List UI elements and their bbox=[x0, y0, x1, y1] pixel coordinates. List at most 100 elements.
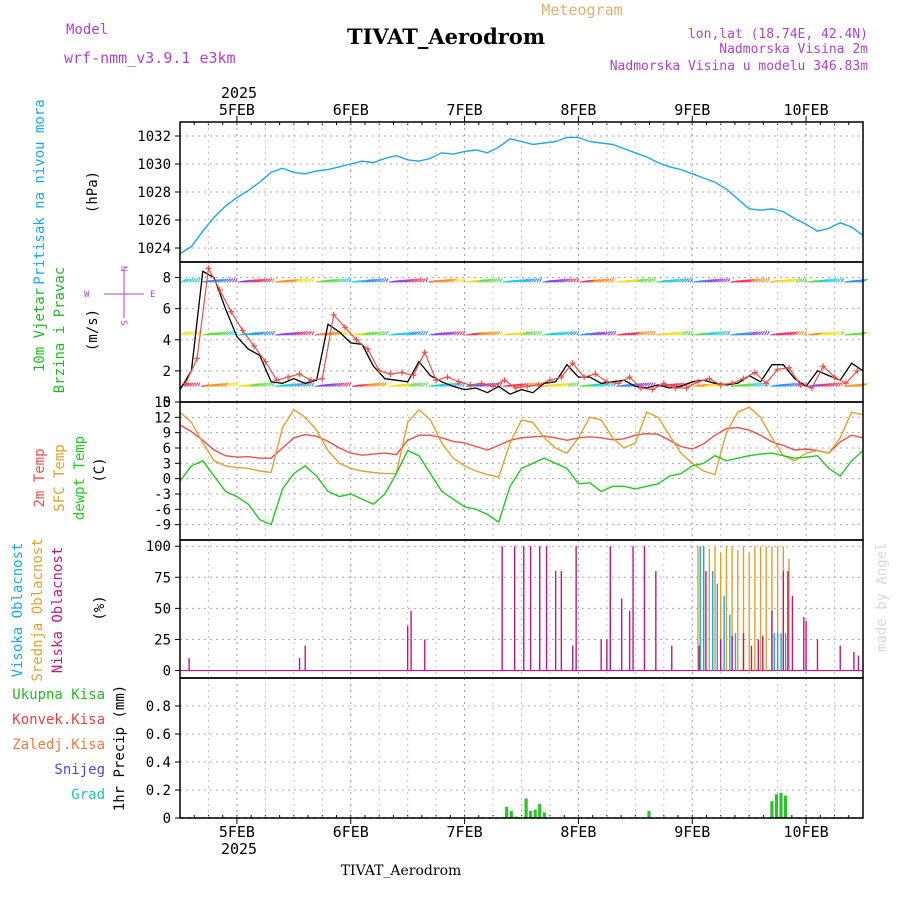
wind-barb bbox=[363, 383, 371, 387]
wind-barb bbox=[775, 383, 784, 387]
wind-barb bbox=[499, 330, 503, 336]
wind-barb bbox=[522, 278, 529, 283]
wind-barb bbox=[231, 278, 236, 283]
wind-barb bbox=[667, 331, 675, 336]
wind-barb bbox=[673, 382, 680, 387]
wind-barb bbox=[781, 331, 789, 336]
wind-barb bbox=[229, 330, 234, 336]
wind-barb bbox=[778, 383, 787, 387]
pressure-ytick-label: 1024 bbox=[137, 241, 171, 257]
wind-barb bbox=[382, 330, 387, 336]
wind-barb bbox=[840, 330, 845, 336]
wind-barb bbox=[550, 332, 559, 336]
cloud-ytick-label: 25 bbox=[154, 632, 171, 648]
wind-barb bbox=[226, 382, 231, 387]
wind-barb bbox=[707, 331, 715, 336]
wind-barb bbox=[587, 332, 596, 336]
wind-barb bbox=[485, 278, 492, 283]
wind-barb bbox=[516, 383, 524, 387]
wind-barb bbox=[326, 331, 334, 336]
wind-barb bbox=[263, 278, 269, 283]
wind-barb bbox=[741, 383, 749, 387]
watermark: made by Angel bbox=[874, 542, 890, 652]
wind-barb bbox=[305, 330, 310, 336]
page-title: TIVAT_Aerodrom bbox=[347, 24, 545, 49]
precip-bar bbox=[774, 794, 779, 818]
wind-barb bbox=[331, 382, 338, 387]
pressure-ytick-label: 1026 bbox=[137, 213, 171, 229]
wind-barb bbox=[419, 330, 424, 336]
wind-barb bbox=[553, 383, 561, 387]
wind-barb bbox=[334, 278, 341, 283]
gust-marker bbox=[581, 374, 588, 381]
wind-barb bbox=[374, 382, 380, 387]
wind-barb bbox=[715, 331, 722, 336]
wind-barb bbox=[320, 332, 329, 336]
precip-ytick-label: 0 bbox=[163, 811, 171, 827]
wind-barb bbox=[815, 279, 824, 283]
temp-ytick-label: 6 bbox=[163, 441, 171, 457]
wind-barb bbox=[684, 278, 689, 283]
wind-barb bbox=[690, 330, 693, 336]
wind-barb bbox=[326, 383, 334, 387]
gust-marker bbox=[820, 363, 827, 370]
wind-barb bbox=[445, 331, 452, 336]
wind-barb bbox=[476, 279, 485, 283]
gust-marker bbox=[854, 367, 861, 374]
wind-barb bbox=[718, 278, 724, 283]
wind-barb bbox=[826, 331, 833, 336]
wind-barb bbox=[622, 279, 631, 283]
wind-barb bbox=[402, 383, 410, 387]
wind-barb bbox=[474, 383, 482, 387]
wind-barb bbox=[559, 331, 566, 336]
wind-barb bbox=[784, 383, 791, 387]
wind-barb bbox=[368, 382, 376, 387]
wind-barb bbox=[826, 382, 833, 387]
top-date-label: 10FEB bbox=[784, 101, 829, 119]
wind-barb bbox=[704, 331, 712, 336]
wind-barb bbox=[471, 332, 480, 336]
compass-west: W bbox=[84, 290, 90, 300]
wind-barb bbox=[212, 331, 220, 336]
wind-barb bbox=[530, 278, 536, 283]
wind-barb bbox=[476, 331, 485, 336]
gust-marker bbox=[342, 324, 349, 331]
wind-barb bbox=[493, 331, 499, 336]
wind-barb bbox=[835, 331, 840, 336]
wind-ylabel-2: Brzina i Pravac bbox=[52, 267, 68, 393]
wind-barb bbox=[331, 331, 338, 336]
wind-barb bbox=[576, 330, 580, 336]
wind-barb bbox=[641, 278, 647, 283]
wind-barb bbox=[593, 331, 601, 336]
wind-barb bbox=[212, 383, 220, 387]
wind-barb bbox=[254, 382, 262, 387]
wind-barb bbox=[252, 383, 259, 387]
wind-barb bbox=[607, 331, 612, 336]
wind-barb bbox=[627, 332, 636, 336]
wind-barb bbox=[596, 382, 603, 387]
wind-barb bbox=[516, 278, 524, 283]
wind-barb bbox=[249, 383, 257, 387]
wind-barb bbox=[377, 382, 383, 387]
wind-barb bbox=[775, 332, 784, 336]
wind-barb bbox=[559, 278, 566, 283]
temp-ytick-label: -3 bbox=[154, 487, 171, 503]
wind-barb bbox=[340, 382, 345, 387]
wind-barb bbox=[217, 278, 225, 283]
gust-marker bbox=[376, 367, 383, 374]
gust-marker bbox=[638, 385, 645, 391]
gust-marker bbox=[398, 369, 405, 376]
gust-marker bbox=[182, 380, 189, 387]
wind-barb bbox=[385, 278, 389, 283]
precip-bar bbox=[542, 812, 546, 818]
gust-marker bbox=[205, 265, 212, 272]
wind-barb bbox=[476, 383, 485, 387]
cloud-ylabel-1: Visoka Oblacnost bbox=[10, 543, 26, 678]
wind-barb bbox=[818, 279, 826, 283]
wind-barb bbox=[394, 332, 403, 336]
wind-barb bbox=[189, 382, 194, 387]
wind-barb bbox=[206, 332, 215, 336]
sfc-temp-line bbox=[179, 406, 864, 478]
wind-barb bbox=[416, 278, 422, 283]
wind-barb bbox=[513, 279, 522, 283]
